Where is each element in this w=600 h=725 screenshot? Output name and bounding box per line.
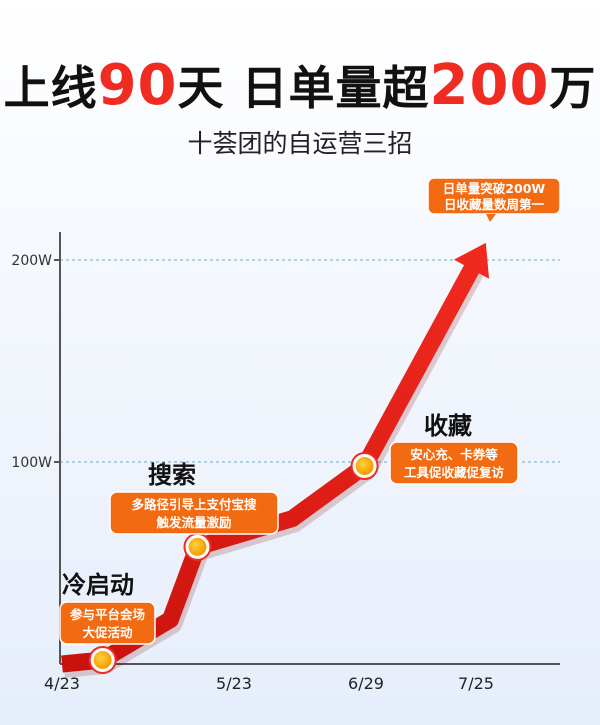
y-tick-label: 100W	[11, 455, 52, 471]
stage-callout-text: 多路径引导上支付宝搜	[131, 497, 257, 512]
stage-callout-text: 触发流量激励	[155, 515, 231, 530]
stage-callout-box	[59, 601, 156, 645]
trend-arrowhead	[453, 242, 490, 279]
stage-callout-box	[109, 491, 279, 535]
stage-title: 收藏	[424, 412, 472, 440]
stage-callout-text: 参与平台会场	[70, 607, 145, 622]
grid-layer	[60, 259, 560, 463]
peak-callout-pointer	[486, 214, 496, 222]
stage-marker	[188, 537, 207, 556]
x-tick-label: 4/23	[44, 674, 80, 693]
title-highlight-days: 90	[97, 53, 178, 118]
stage-callout-text: 安心充、卡券等	[410, 447, 498, 462]
axis-layer: 100W 200W 4/23 5/23 6/29 7/25	[11, 232, 560, 693]
stage-title: 冷启动	[62, 571, 134, 599]
x-tick-label: 7/25	[458, 674, 494, 693]
title-highlight-orders: 200	[429, 53, 550, 118]
stage-marker	[355, 457, 374, 476]
title-part-3: 万	[549, 61, 597, 115]
x-tick-label: 5/23	[216, 674, 252, 693]
stage-title: 搜索	[148, 461, 196, 489]
stage-marker	[93, 650, 112, 669]
stage-callout-text: 工具促收藏促复访	[404, 465, 505, 480]
peak-callout-text: 日单量突破200W	[443, 181, 546, 196]
marker-layer	[88, 452, 379, 674]
chart-title: 上线90天 日单量超200万	[0, 52, 600, 118]
stage-callout-text: 大促活动	[82, 625, 133, 640]
peak-callout-text: 日收藏量数周第一	[444, 197, 545, 212]
stage-callout-box	[389, 441, 519, 485]
y-tick-label: 200W	[11, 253, 52, 269]
x-tick-label: 6/29	[348, 674, 384, 693]
title-part-1: 上线	[3, 61, 98, 115]
chart-subtitle: 十荟团的自运营三招	[187, 129, 413, 158]
title-part-2: 天 日单量超	[177, 61, 430, 115]
